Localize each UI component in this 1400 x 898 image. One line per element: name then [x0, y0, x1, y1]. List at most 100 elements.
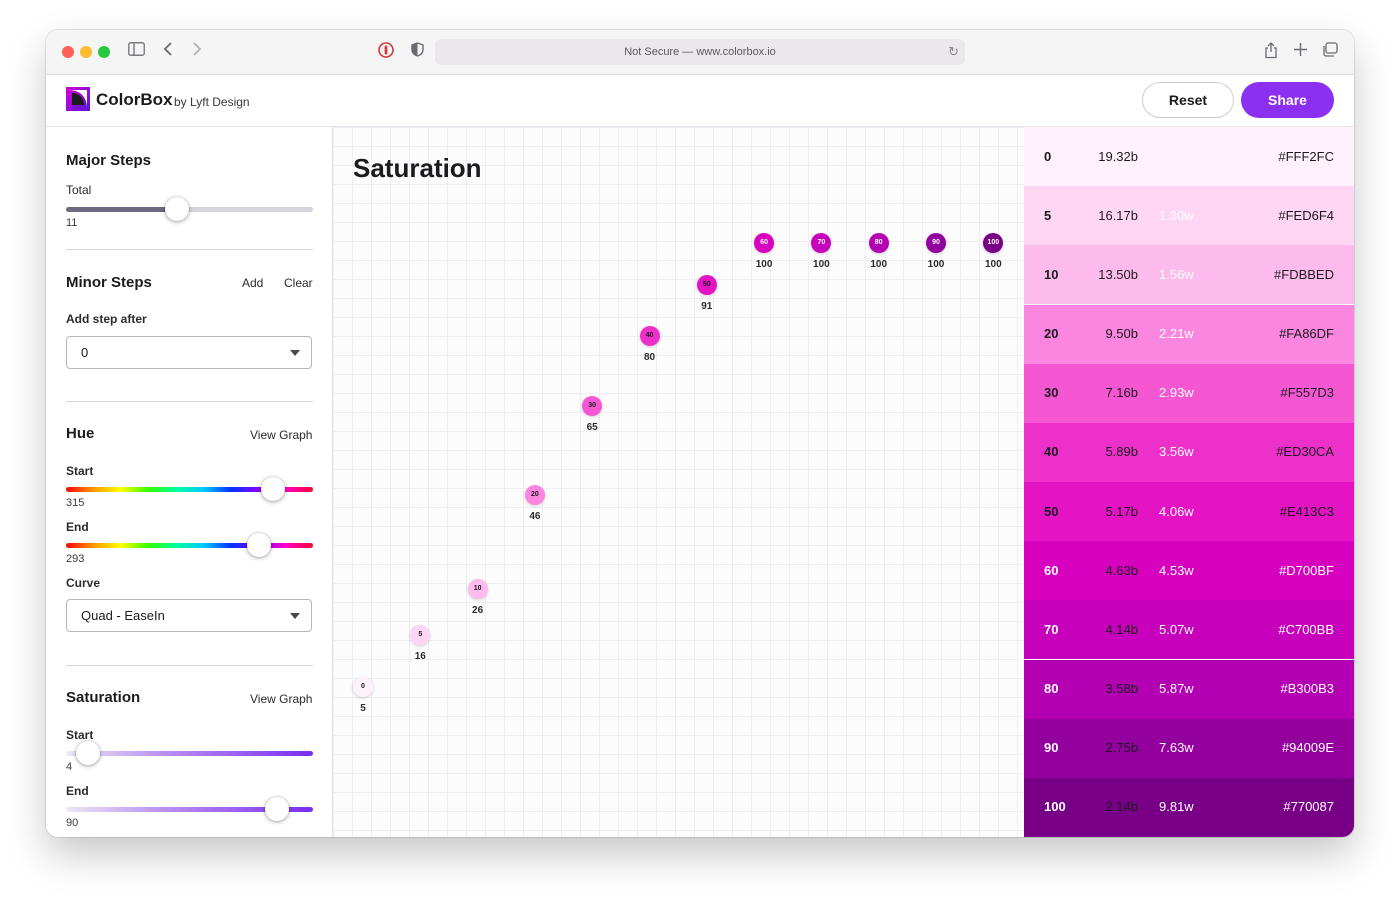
saturation-start-label: Start: [66, 728, 94, 742]
saturation-start-slider-track[interactable]: [66, 751, 313, 756]
graph-point[interactable]: 40: [639, 326, 660, 347]
graph-point[interactable]: 70: [811, 233, 832, 253]
color-swatch-row[interactable]: 80 3.58b 5.87w #B300B3: [1024, 659, 1354, 719]
color-swatch-row[interactable]: 40 5.89b 3.56w #ED30CA: [1024, 422, 1354, 482]
share-button[interactable]: Share: [1241, 82, 1334, 118]
total-value: 11: [66, 217, 78, 229]
graph-point[interactable]: 80: [868, 233, 889, 253]
hue-end-slider-track[interactable]: [66, 543, 313, 548]
hue-curve-select[interactable]: Quad - EaseIn: [66, 599, 312, 632]
swatch-hex: #F557D3: [1280, 385, 1334, 401]
saturation-end-slider-track[interactable]: [66, 807, 313, 812]
graph-point[interactable]: 100: [983, 233, 1004, 253]
swatch-contrast-black: 4.14b: [1105, 621, 1138, 637]
color-swatch-row[interactable]: 10 13.50b 1.56w #FDBBED: [1024, 245, 1354, 305]
hue-start-label: Start: [66, 464, 94, 478]
graph-point[interactable]: 50: [696, 275, 717, 296]
saturation-start-slider-thumb[interactable]: [76, 741, 100, 765]
graph-point[interactable]: 0: [353, 676, 373, 697]
swatch-hex: #770087: [1283, 799, 1334, 815]
color-swatch-row[interactable]: 60 4.63b 4.53w #D700BF: [1024, 541, 1354, 601]
sidebar-toggle-icon[interactable]: [126, 42, 146, 62]
color-swatch-row[interactable]: 20 9.50b 2.21w #FA86DF: [1024, 304, 1354, 364]
color-swatch-list: 0 19.32b #FFF2FC 5 16.17b 1.30w #FED6F4 10 13.50…: [1024, 127, 1354, 837]
privacy-shield-icon[interactable]: [407, 42, 427, 62]
graph-point[interactable]: 30: [582, 396, 603, 417]
browser-toolbar: Not Secure — www.colorbox.io ↻: [46, 30, 1354, 75]
add-step-after-select[interactable]: 0: [66, 336, 312, 369]
swatch-step: 5: [1044, 207, 1052, 223]
hue-curve-value: Quad - EaseIn: [81, 608, 165, 623]
hue-start-slider-thumb[interactable]: [261, 477, 285, 501]
share-browser-icon[interactable]: [1262, 42, 1280, 62]
close-window-button[interactable]: [62, 46, 74, 58]
swatch-step: 20: [1044, 326, 1059, 342]
color-swatch-row[interactable]: 50 5.17b 4.06w #E413C3: [1024, 482, 1354, 542]
hue-end-slider-thumb[interactable]: [247, 533, 271, 557]
hue-start-slider-track[interactable]: [66, 487, 313, 492]
extension-icon[interactable]: [376, 42, 396, 62]
saturation-end-label: End: [66, 784, 89, 798]
saturation-view-graph-link[interactable]: View Graph: [250, 692, 313, 706]
saturation-start-value: 4: [66, 761, 73, 773]
graph-point-value: 80: [643, 352, 656, 364]
zoom-window-button[interactable]: [98, 46, 110, 58]
browser-window: Not Secure — www.colorbox.io ↻ ColorBox …: [46, 30, 1354, 837]
total-steps-slider-thumb[interactable]: [165, 197, 189, 221]
graph-point[interactable]: 90: [926, 233, 946, 253]
graph-point[interactable]: 10: [467, 578, 488, 599]
reset-button[interactable]: Reset: [1142, 82, 1234, 118]
graph-point-value: 46: [529, 511, 541, 523]
color-swatch-row[interactable]: 90 2.75b 7.63w #94009E: [1024, 718, 1354, 778]
swatch-contrast-white: 4.53w: [1159, 562, 1194, 578]
hue-curve-label: Curve: [66, 576, 101, 590]
graph-point[interactable]: 5: [410, 625, 431, 646]
swatch-step: 30: [1044, 385, 1059, 401]
settings-sidebar: Major Steps Total 11 Minor Steps Add Cle…: [46, 127, 333, 837]
color-swatch-row[interactable]: 0 19.32b #FFF2FC: [1024, 127, 1354, 187]
hue-start-value: 315: [66, 497, 85, 509]
app-brand-subtitle: by Lyft Design: [174, 95, 250, 109]
app-brand-name: ColorBox: [96, 90, 173, 109]
back-icon[interactable]: [160, 42, 176, 62]
swatch-hex: #C700BB: [1278, 621, 1334, 637]
swatch-hex: #FFF2FC: [1278, 148, 1334, 164]
reload-icon[interactable]: ↻: [948, 44, 959, 59]
total-steps-slider-track[interactable]: [66, 207, 313, 212]
swatch-contrast-black: 7.16b: [1105, 385, 1138, 401]
color-swatch-row[interactable]: 100 2.14b 9.81w #770087: [1024, 777, 1354, 837]
swatch-contrast-white: 3.56w: [1159, 444, 1194, 460]
color-swatch-row[interactable]: 30 7.16b 2.93w #F557D3: [1024, 363, 1354, 423]
section-divider: [66, 665, 313, 666]
graph-point[interactable]: 60: [754, 233, 775, 253]
clear-minor-steps-link[interactable]: Clear: [284, 276, 313, 290]
forward-icon[interactable]: [189, 42, 205, 62]
color-swatch-row[interactable]: 5 16.17b 1.30w #FED6F4: [1024, 186, 1354, 246]
add-step-after-value: 0: [81, 345, 89, 360]
swatch-hex: #94009E: [1281, 740, 1334, 756]
swatch-hex: #B300B3: [1280, 681, 1335, 697]
swatch-hex: #FDBBED: [1274, 266, 1334, 282]
swatch-hex: #D700BF: [1279, 562, 1334, 578]
graph-point-value: 100: [927, 259, 945, 270]
swatch-hex: #ED30CA: [1276, 444, 1334, 460]
address-bar[interactable]: Not Secure — www.colorbox.io ↻: [435, 39, 965, 65]
swatch-contrast-white: 2.93w: [1159, 385, 1194, 401]
major-steps-title: Major Steps: [66, 152, 152, 169]
hue-view-graph-link[interactable]: View Graph: [250, 428, 313, 442]
color-swatch-row[interactable]: 70 4.14b 5.07w #C700BB: [1024, 600, 1354, 660]
swatch-contrast-white: 2.21w: [1159, 326, 1194, 342]
hue-end-label: End: [66, 520, 89, 534]
chevron-down-icon: [290, 613, 300, 619]
swatch-contrast-white: 1.56w: [1159, 266, 1194, 282]
saturation-end-slider-thumb[interactable]: [265, 797, 289, 821]
tab-overview-icon[interactable]: [1320, 42, 1340, 62]
swatch-contrast-white: 5.87w: [1159, 681, 1194, 697]
minimize-window-button[interactable]: [80, 46, 92, 58]
new-tab-icon[interactable]: [1291, 42, 1309, 62]
graph-point[interactable]: 20: [524, 485, 545, 506]
graph-point-value: 100: [870, 259, 888, 270]
graph-point-value: 100: [755, 259, 773, 270]
add-minor-step-link[interactable]: Add: [242, 276, 264, 290]
swatch-hex: #E413C3: [1279, 503, 1334, 519]
